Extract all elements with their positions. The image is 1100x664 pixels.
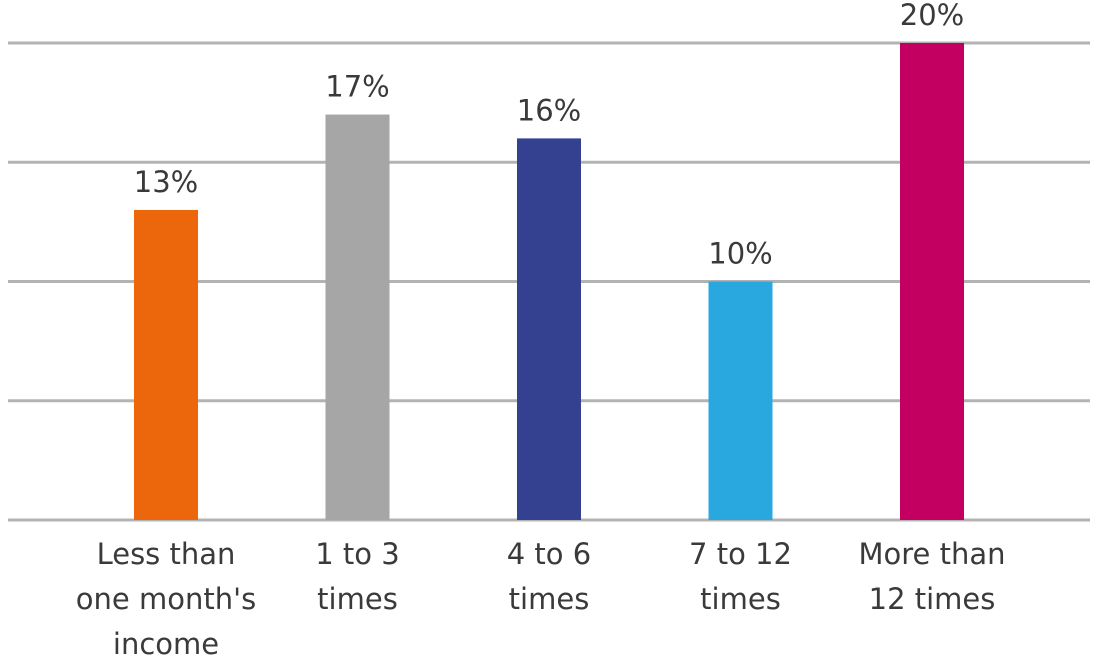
x-tick-label: times <box>509 582 590 616</box>
x-tick-label: income <box>113 627 219 661</box>
bar <box>517 138 581 520</box>
x-tick-label: times <box>700 582 781 616</box>
value-label: 13% <box>134 165 198 199</box>
bar <box>708 281 773 520</box>
x-tick-label: one month's <box>76 582 256 616</box>
bar <box>134 209 198 520</box>
x-tick-label: 4 to 6 <box>507 537 591 571</box>
x-tick-label: 12 times <box>869 582 996 616</box>
bar <box>900 43 964 520</box>
value-label: 20% <box>900 0 964 32</box>
value-label: 17% <box>325 70 389 104</box>
value-label: 16% <box>517 93 581 127</box>
x-tick-label: 1 to 3 <box>315 537 399 571</box>
bar <box>325 114 390 521</box>
x-tick-label: times <box>317 582 398 616</box>
value-label: 10% <box>708 237 772 271</box>
x-tick-label: More than <box>858 537 1005 571</box>
x-tick-label: Less than <box>97 537 236 571</box>
x-tick-label: 7 to 12 <box>689 537 792 571</box>
